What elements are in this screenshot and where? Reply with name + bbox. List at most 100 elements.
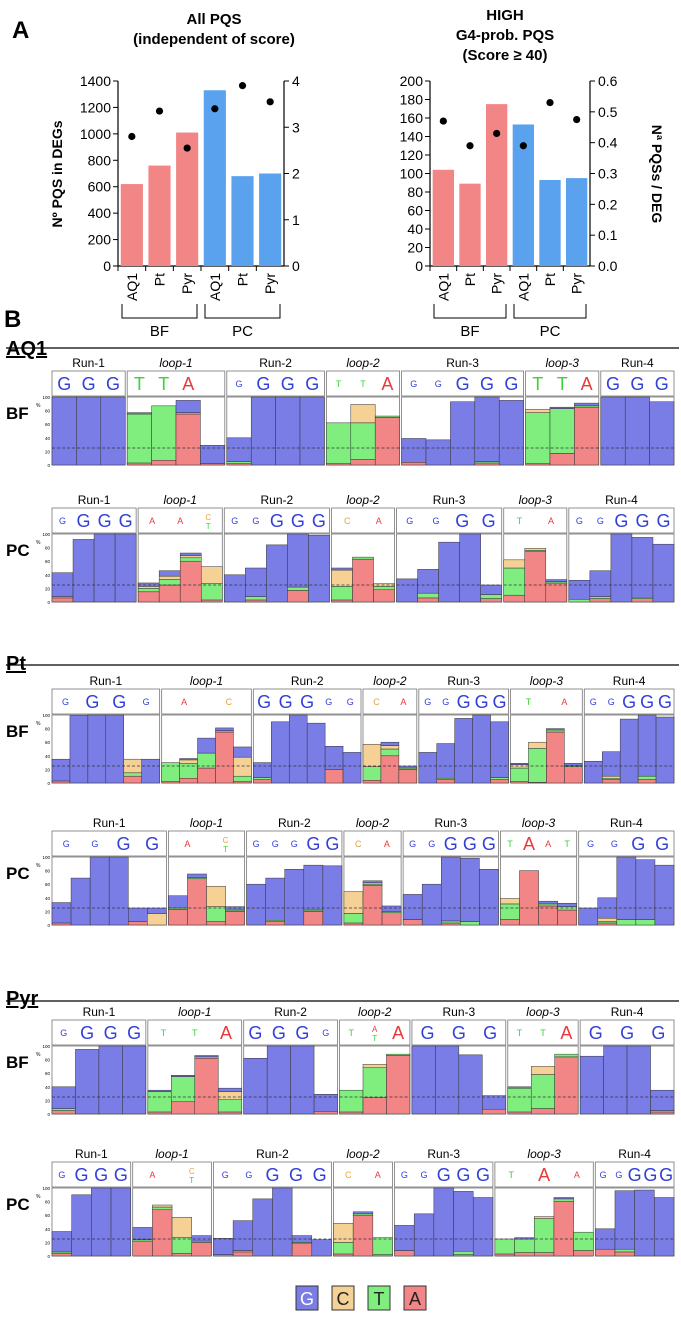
segment-title: Run-1 [93, 816, 126, 830]
logo-segment: loop-1 T T A [147, 1005, 243, 1115]
c-bar [200, 566, 223, 584]
x-tick-label: Pt [152, 273, 168, 286]
logo-letter: G [322, 1028, 329, 1038]
segment-title: loop-1 [190, 674, 223, 688]
pct-tick-label: 0 [47, 923, 50, 928]
segment-title: Run-4 [611, 1005, 644, 1019]
a-bar [546, 731, 565, 784]
logo-letter: G [85, 692, 99, 712]
logo-segment: loop-3 T A [510, 674, 583, 784]
segment-title: loop-3 [522, 816, 556, 830]
g-bar [411, 1045, 436, 1115]
logo-letter: A [149, 1170, 155, 1180]
g-bar [438, 541, 460, 603]
a-bar [225, 911, 245, 926]
g-bar [168, 895, 188, 909]
a-bar [123, 775, 142, 784]
g-bar [610, 533, 633, 603]
logo-box [402, 830, 499, 857]
a-bar [287, 590, 309, 603]
segment-title: Run-2 [259, 356, 292, 370]
legend-swatch [331, 1285, 355, 1311]
y-tick-label: 20 [407, 240, 423, 256]
g-bar [303, 864, 324, 911]
c-bar [179, 555, 202, 559]
logo-letter: T [372, 1034, 377, 1043]
logo-letter: G [643, 1165, 657, 1185]
a-bar [313, 1111, 338, 1115]
y-tick-label: 1400 [80, 73, 111, 89]
g-bar [545, 579, 568, 582]
logo-box [401, 370, 525, 397]
logo-segment: Run-4G G G [579, 1005, 675, 1115]
y-tick-label: 80 [407, 184, 423, 200]
y-tick-label: 160 [400, 110, 424, 126]
logo-segment: loop-1A CT [132, 1147, 212, 1257]
segment-title: Run-1 [72, 356, 105, 370]
y2-axis-label: Nª PQSs / DEG [649, 125, 665, 224]
logo-letter: G [463, 834, 477, 854]
g-bar [649, 401, 675, 466]
g-bar [70, 877, 91, 926]
logo-letter: A [376, 516, 382, 526]
logo-letter: G [265, 1165, 279, 1185]
logo-segment: loop-3 T A [503, 493, 568, 603]
logo-letter: G [313, 1165, 327, 1185]
g-bar [600, 396, 626, 466]
x-tick-label: AQ1 [435, 273, 451, 301]
logo-letter: G [608, 697, 615, 707]
g-bar [306, 722, 326, 784]
pct-tick-label: 100 [42, 713, 50, 718]
logo-letter: G [231, 516, 238, 526]
logo-box [51, 688, 161, 715]
x-tick-label: Pyr [262, 273, 278, 294]
g-bar [574, 402, 600, 407]
g-bar [194, 1055, 219, 1058]
y2-tick-label: 3 [292, 119, 300, 135]
row-label: BF [6, 1053, 29, 1072]
logo-letter: G [91, 839, 98, 849]
logo-letter: A [384, 839, 390, 849]
segment-title: loop-3 [527, 1147, 561, 1161]
dot-marker [211, 105, 219, 113]
logo-letter: T [134, 374, 145, 394]
g-bar [589, 570, 612, 597]
logo-letter: G [435, 379, 442, 389]
pct-tick-label: 0 [47, 1112, 50, 1117]
pct-tick-label: 20 [45, 1098, 51, 1103]
logo-letter: G [424, 697, 431, 707]
logo-letter: G [615, 1170, 622, 1180]
g-bar [549, 406, 575, 409]
pct-tick-label: 80 [45, 1058, 51, 1063]
t-bar [206, 906, 226, 922]
pct-axis-label: % [36, 540, 41, 546]
a-bar [401, 462, 427, 466]
pct-tick-label: 20 [45, 909, 51, 914]
t-bar [171, 1237, 192, 1254]
logo-box [510, 688, 583, 715]
y-tick-label: 140 [400, 129, 424, 145]
a-bar [589, 598, 612, 603]
x-tick-label: AQ1 [124, 273, 140, 301]
logo-segment: loop-2 C A [343, 816, 402, 926]
row-label: BF [6, 404, 29, 423]
c-bar [206, 885, 226, 907]
logo-letter: A [182, 374, 194, 394]
pct-tick-label: 80 [45, 546, 51, 551]
g-bar [232, 1220, 254, 1251]
a-bar [597, 922, 618, 926]
logo-letter: T [192, 1028, 198, 1038]
c-bar [217, 1091, 242, 1100]
logo-letter: G [222, 1170, 229, 1180]
a-bar [554, 1056, 579, 1115]
logo-box [362, 688, 418, 715]
logo-letter: G [597, 516, 604, 526]
a-bar [595, 1248, 616, 1257]
a-bar [362, 780, 382, 784]
logo-segment: loop-1A C [161, 674, 252, 784]
g-bar [75, 1049, 100, 1115]
logo-letter: G [57, 374, 71, 394]
segment-title: Run-1 [75, 1147, 108, 1161]
t-bar [51, 1108, 76, 1111]
logo-letter: G [248, 1023, 262, 1043]
